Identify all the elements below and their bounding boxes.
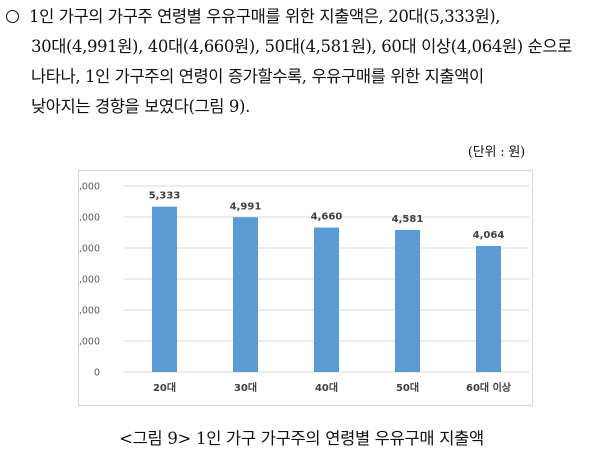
bar [233, 217, 258, 372]
figure-caption: <그림 9> 1인 가구 가구주의 연령별 우유구매 지출액 [119, 429, 484, 448]
bullet-circle-icon [6, 10, 19, 23]
bar [314, 227, 339, 372]
paragraph-line-1: 1인 가구의 가구주 연령별 우유구매를 위한 지출액은, 20대(5,333원… [29, 7, 501, 26]
summary-paragraph: 1인 가구의 가구주 연령별 우유구매를 위한 지출액은, 20대(5,333원… [6, 2, 600, 122]
paragraph-line-2: 30대(4,991원), 40대(4,660원), 50대(4,581원), 6… [31, 37, 572, 56]
y-tick-label: 6,000 [79, 182, 100, 193]
x-tick-label: 30대 [234, 381, 257, 394]
data-label: 4,064 [473, 230, 505, 241]
data-label: 5,333 [149, 191, 181, 202]
bar [476, 246, 501, 372]
bar-chart: 0 1,000 2,000 3,000 4,000 5,000 6,000 5,333 20대 4… [78, 170, 533, 406]
y-tick-label: 1,000 [79, 337, 100, 348]
x-tick-label: 60대 이상 [466, 381, 512, 394]
x-tick-label: 50대 [396, 381, 419, 394]
data-label: 4,660 [311, 212, 343, 223]
x-tick-label: 20대 [153, 381, 176, 394]
y-tick-label: 4,000 [79, 244, 100, 255]
paragraph-line-4: 낮아지는 경향을 보였다(그림 9). [31, 97, 250, 116]
bar [152, 206, 177, 372]
y-tick-label: 2,000 [79, 306, 100, 317]
data-label: 4,581 [392, 214, 424, 225]
y-tick-label: 0 [94, 368, 100, 379]
x-tick-label: 40대 [315, 381, 338, 394]
bar [395, 229, 420, 372]
data-label: 4,991 [230, 201, 262, 212]
y-tick-label: 5,000 [79, 213, 100, 224]
bar-chart-svg: 0 1,000 2,000 3,000 4,000 5,000 6,000 5,333 20대 4… [79, 182, 529, 394]
unit-label: (단위 : 원) [467, 145, 525, 160]
paragraph-line-3: 나타나, 1인 가구주의 연령이 증가할수록, 우유구매를 위한 지출액이 [31, 67, 484, 86]
y-tick-label: 3,000 [79, 275, 100, 286]
